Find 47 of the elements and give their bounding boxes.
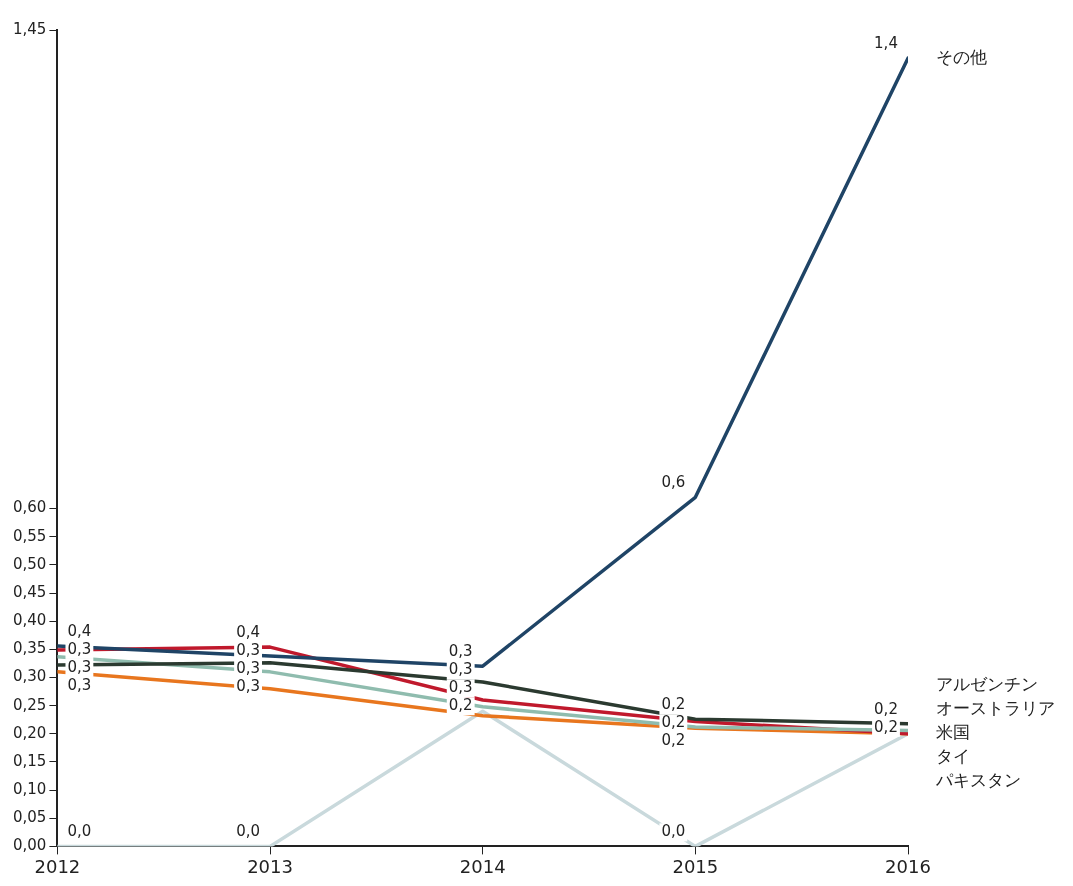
y-tick-label: 0,55 [12,526,47,545]
y-tick-label: 0,00 [12,836,47,855]
series-label: タイ [936,746,970,767]
data-label: 0,2 [448,696,473,715]
data-label: 0,2 [661,731,686,750]
y-tick-label: 0,35 [12,639,47,658]
y-tick-label: 0,05 [12,808,47,827]
data-label: 0,4 [67,621,92,640]
data-label: 0,2 [874,717,898,736]
series-label: その他 [936,46,987,67]
series-label: オーストラリア [936,698,1055,719]
data-label: 0,3 [236,658,260,677]
data-label: 0,2 [874,699,898,718]
data-label: 0,3 [448,642,473,661]
x-tick-label: 2016 [885,855,931,877]
y-tick-label: 0,30 [12,667,47,686]
data-label: 0,0 [661,822,686,841]
x-tick-label: 2012 [34,855,81,877]
y-tick-label: 0,25 [12,695,47,714]
data-label: 0,2 [661,695,686,714]
data-label: 0,0 [236,822,260,841]
text: アルゼンチン [936,674,1038,695]
x-tick-label: 2014 [459,855,506,877]
y-tick-label: 0,10 [12,779,47,798]
data-label: 0,2 [661,713,686,732]
data-label: 0,3 [236,640,260,659]
data-label: 0,3 [448,678,473,697]
data-label: 0,3 [448,660,473,679]
data-label: 1,4 [874,34,898,53]
data-label: 0,4 [236,622,260,641]
y-tick-label: 0,15 [12,751,47,770]
data-label: 0,3 [236,676,260,695]
y-tick-label: 0,20 [12,723,47,742]
y-tick-label: 0,45 [12,582,47,601]
text: パキスタン [935,770,1021,791]
x-tick-label: 2013 [247,855,293,877]
series-label: 米国 [936,722,970,743]
data-label: 0,0 [67,822,92,841]
data-label: 0,6 [661,473,686,492]
y-tick-label: 0,60 [12,498,47,517]
data-label: 0,3 [67,639,92,658]
y-tick-label: 0,50 [12,554,47,573]
y-tick-label: 1,45 [12,19,47,38]
data-label: 0,3 [67,657,92,676]
x-tick-label: 2015 [672,855,719,877]
data-label: 0,3 [67,675,92,694]
y-tick-label: 0,40 [12,611,47,630]
